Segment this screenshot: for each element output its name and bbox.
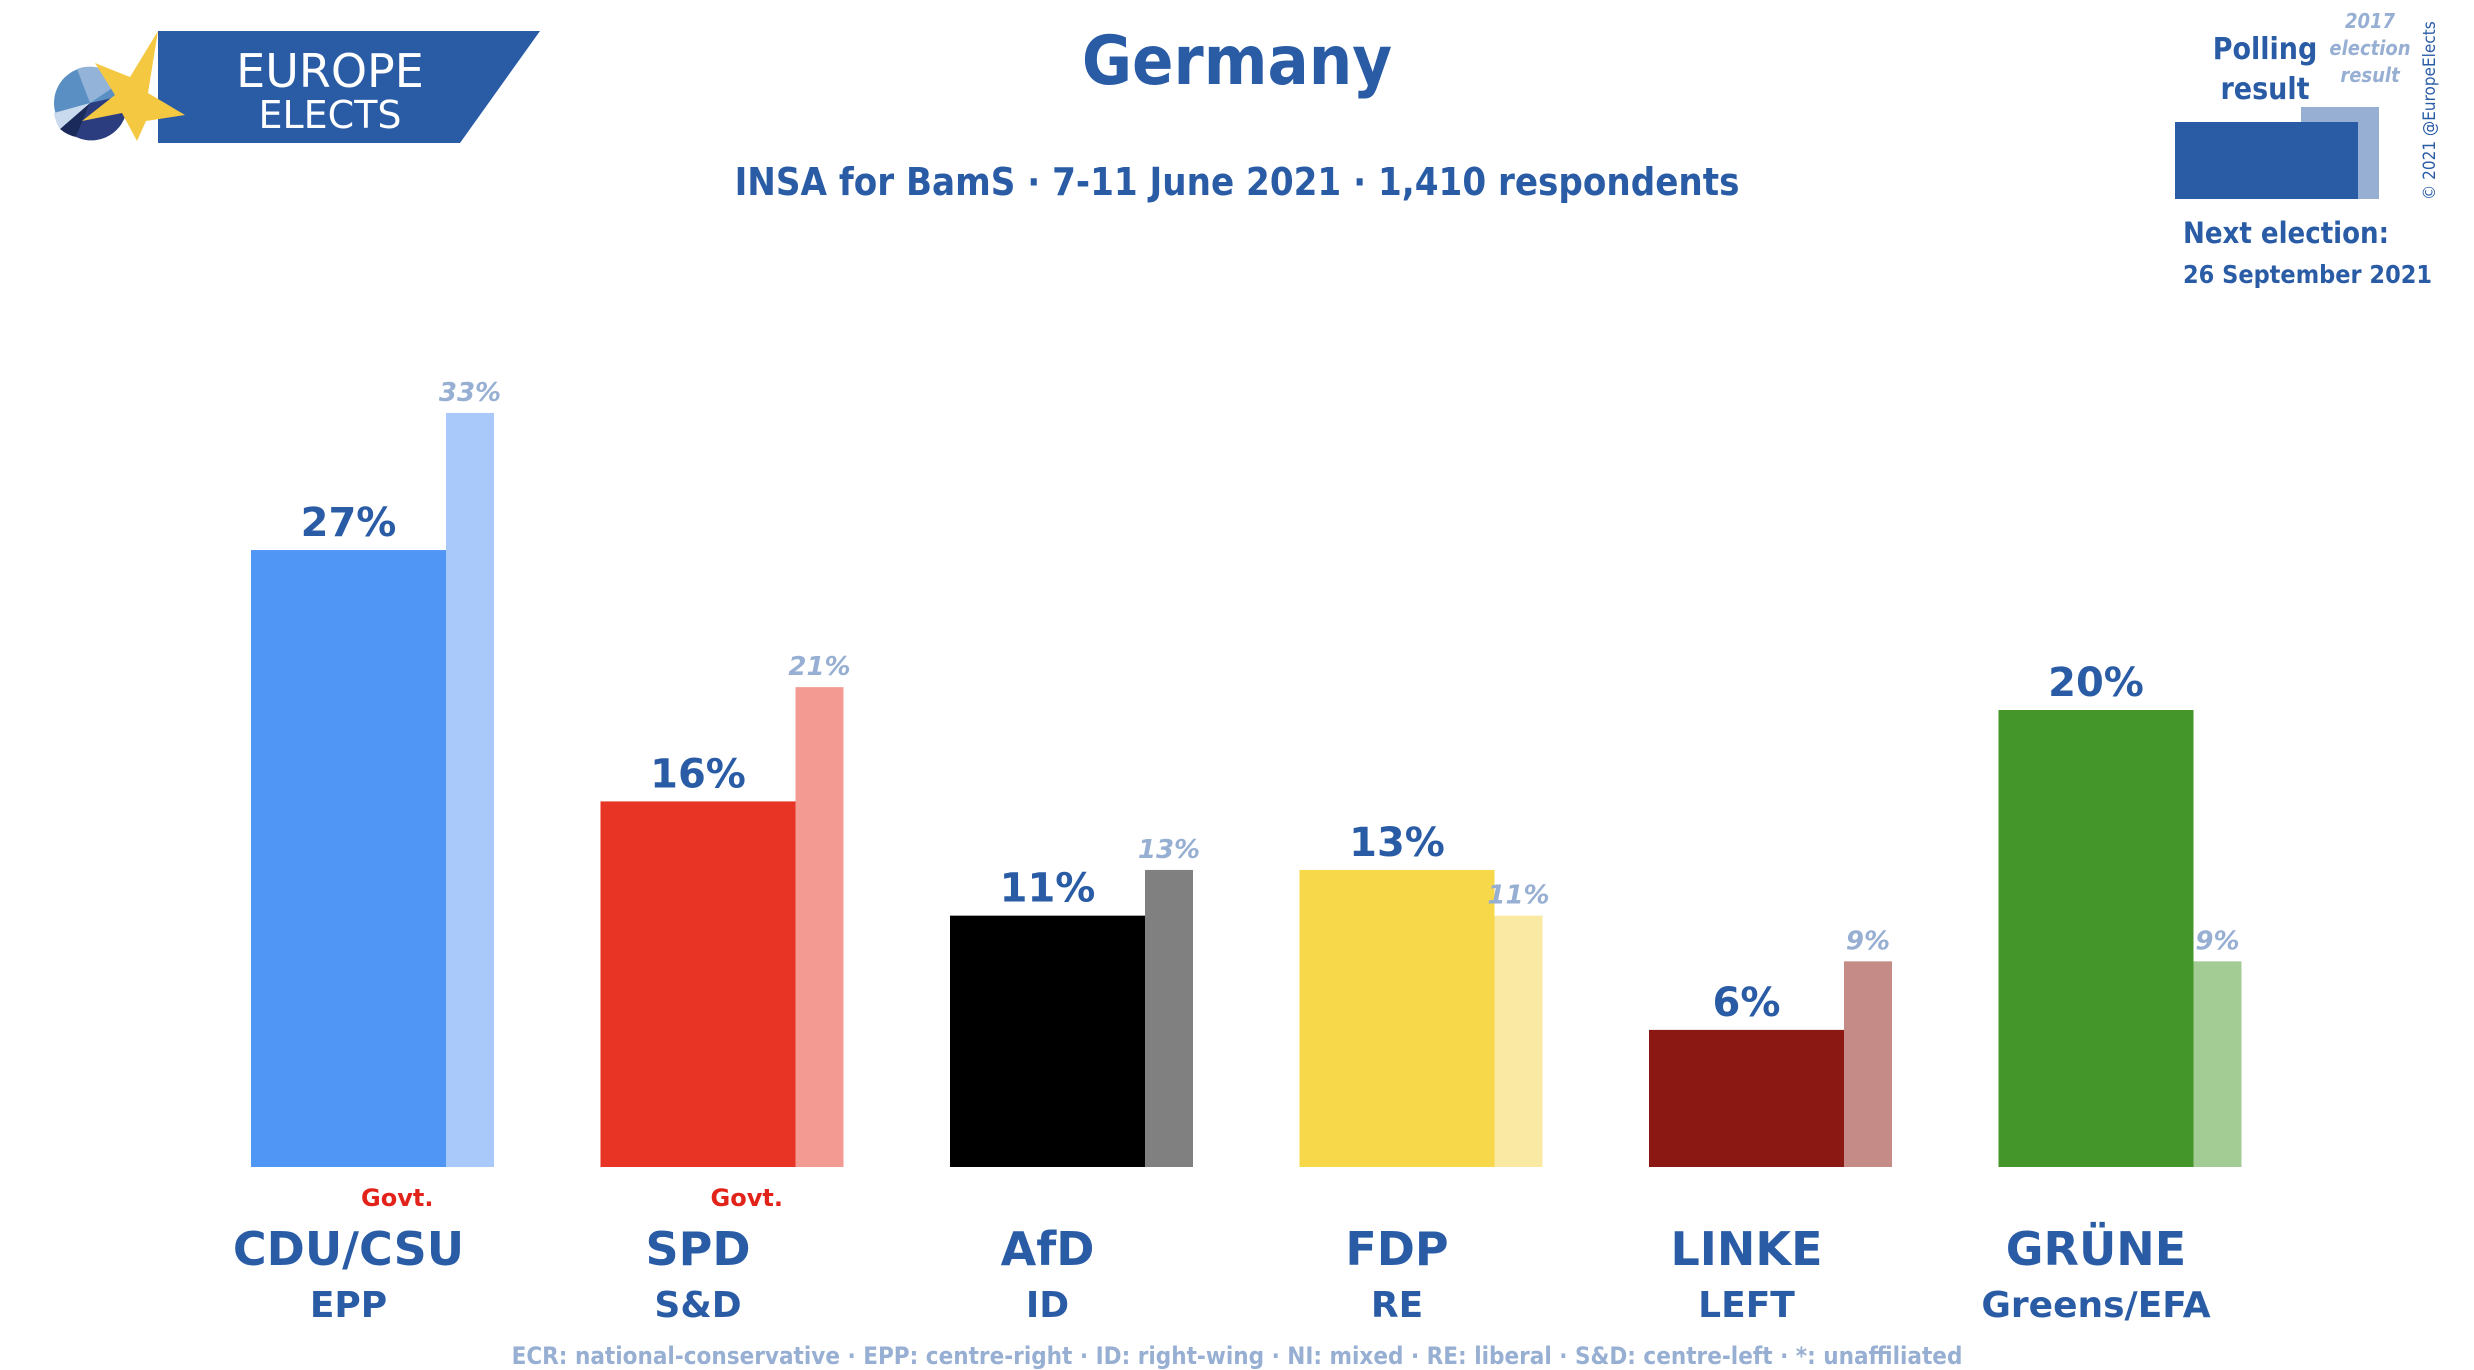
bar-poll-0 (251, 550, 446, 1167)
party-label: GRÜNE (2006, 1222, 2186, 1276)
alliance-label: ID (1026, 1285, 1069, 1326)
bar-poll-1 (600, 801, 796, 1167)
bar-2017-4 (1844, 961, 1892, 1167)
next-election-date: 26 September 2021 (2183, 260, 2433, 289)
svg-text:EUROPE: EUROPE (236, 44, 424, 98)
party-label: FDP (1345, 1222, 1448, 1276)
alliance-label: S&D (654, 1285, 741, 1326)
govt-label: Govt. (711, 1184, 783, 1212)
chart-title: Germany (1081, 22, 1393, 101)
party-label: AfD (1001, 1222, 1095, 1276)
bar-poll-2 (950, 915, 1145, 1167)
party-label: LINKE (1671, 1222, 1823, 1276)
legend-polling-swatch (2175, 122, 2358, 199)
poll-value-label: 16% (650, 751, 746, 797)
prev-value-label: 9% (2195, 926, 2239, 956)
prev-value-label: 33% (439, 378, 501, 408)
bar-2017-5 (2193, 961, 2242, 1167)
svg-text:ELECTS: ELECTS (258, 93, 401, 137)
prev-value-label: 9% (1846, 926, 1890, 956)
poll-value-label: 11% (1000, 866, 1096, 912)
prev-value-label: 13% (1138, 835, 1200, 865)
chart-subtitle: INSA for BamS · 7-11 June 2021 · 1,410 r… (734, 160, 1740, 204)
prev-value-label: 21% (788, 652, 850, 682)
europe-elects-logo: EUROPE ELECTS (54, 31, 540, 143)
party-label: SPD (645, 1222, 750, 1276)
govt-label: Govt. (361, 1184, 433, 1212)
party-label: CDU/CSU (233, 1222, 464, 1276)
footer-note: ECR: national-conservative · EPP: centre… (511, 1342, 1963, 1370)
prev-value-label: 11% (1487, 881, 1549, 911)
poll-value-label: 20% (2048, 660, 2144, 706)
bar-poll-5 (1998, 710, 2194, 1167)
bar-poll-3 (1299, 869, 1495, 1167)
poll-value-label: 13% (1349, 820, 1445, 866)
bar-poll-4 (1649, 1029, 1844, 1167)
legend-previous-label: 2017 election result (2329, 9, 2411, 87)
bar-2017-0 (446, 412, 494, 1167)
alliance-label: Greens/EFA (1981, 1285, 2210, 1326)
next-election-label: Next election: (2183, 216, 2390, 250)
alliance-label: RE (1371, 1285, 1423, 1326)
poll-value-label: 27% (301, 500, 397, 546)
bar-2017-1 (795, 687, 844, 1167)
alliance-label: LEFT (1698, 1285, 1795, 1326)
alliance-label: EPP (310, 1285, 387, 1326)
bar-2017-2 (1145, 869, 1193, 1167)
legend-polling-label: Polling result (2212, 32, 2318, 107)
bar-2017-3 (1494, 915, 1543, 1167)
poll-value-label: 6% (1713, 980, 1781, 1026)
